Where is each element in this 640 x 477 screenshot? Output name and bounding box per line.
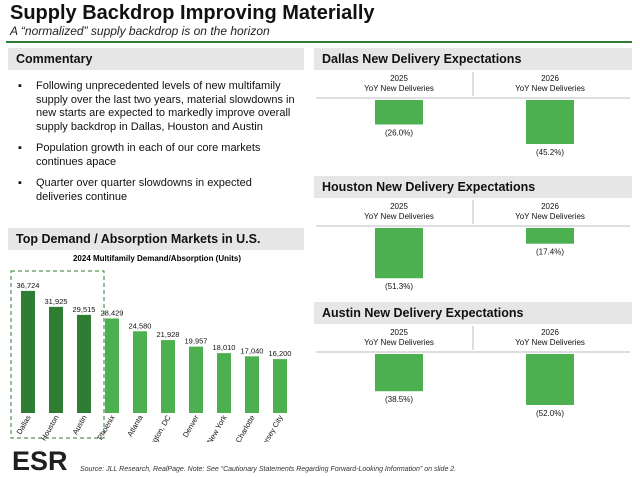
bar bbox=[245, 356, 259, 413]
category-label: Austin bbox=[71, 414, 89, 437]
bar-value-label: 36,724 bbox=[17, 281, 40, 290]
title-divider bbox=[6, 41, 632, 43]
dallas-heading: Dallas New Delivery Expectations bbox=[314, 48, 632, 70]
bar bbox=[77, 314, 91, 413]
bar bbox=[526, 354, 574, 405]
commentary-bullet: Quarter over quarter slowdowns in expect… bbox=[18, 177, 300, 204]
houston-heading: Houston New Delivery Expectations bbox=[314, 176, 632, 198]
commentary-bullet: Population growth in each of our core ma… bbox=[18, 142, 300, 169]
year-label: 2025 bbox=[390, 202, 408, 211]
category-label: Phoenix bbox=[95, 413, 116, 441]
metric-label: YoY New Deliveries bbox=[364, 212, 434, 221]
bar bbox=[49, 306, 63, 413]
metric-label: YoY New Deliveries bbox=[364, 84, 434, 93]
bar bbox=[217, 353, 231, 413]
bar bbox=[21, 290, 35, 413]
commentary-heading: Commentary bbox=[8, 48, 304, 70]
bar-value-label: (45.2%) bbox=[536, 148, 564, 157]
year-label: 2026 bbox=[541, 202, 559, 211]
bar bbox=[189, 346, 203, 413]
category-label: Houston bbox=[39, 414, 61, 443]
highlight-frame bbox=[10, 270, 105, 439]
bar-value-label: 24,580 bbox=[129, 321, 152, 330]
metric-label: YoY New Deliveries bbox=[515, 84, 585, 93]
bar-value-label: (17.4%) bbox=[536, 248, 564, 257]
bar-value-label: 17,040 bbox=[241, 346, 264, 355]
austin-panel: 2025 YoY New Deliveries (38.5%) 2026 YoY New… bbox=[314, 324, 632, 419]
commentary-list: Following unprecedented levels of new mu… bbox=[18, 80, 300, 212]
year-label: 2026 bbox=[541, 328, 559, 337]
bar bbox=[375, 228, 423, 279]
page-subtitle: A “normalized” supply backdrop is on the… bbox=[10, 24, 270, 38]
category-label: New York bbox=[205, 413, 229, 442]
source-note: Source: JLL Research, RealPage. Note: Se… bbox=[80, 466, 457, 473]
chart-title: 2024 Multifamily Demand/Absorption (Unit… bbox=[73, 254, 241, 263]
houston-panel: 2025 YoY New Deliveries (51.3%) 2026 YoY New… bbox=[314, 198, 632, 293]
bar-value-label: (52.0%) bbox=[536, 409, 564, 418]
commentary-bullet: Following unprecedented levels of new mu… bbox=[18, 80, 300, 134]
bar bbox=[526, 100, 574, 145]
category-label: Dallas bbox=[15, 413, 33, 436]
bar bbox=[133, 331, 147, 413]
metric-label: YoY New Deliveries bbox=[515, 338, 585, 347]
bar-value-label: 16,200 bbox=[269, 349, 292, 358]
bar bbox=[273, 359, 287, 413]
metric-label: YoY New Deliveries bbox=[515, 212, 585, 221]
bar-value-label: (26.0%) bbox=[385, 128, 413, 137]
year-label: 2026 bbox=[541, 74, 559, 83]
demand-heading: Top Demand / Absorption Markets in U.S. bbox=[8, 228, 304, 250]
category-label: Charlotte bbox=[234, 414, 257, 443]
bar bbox=[375, 354, 423, 392]
metric-label: YoY New Deliveries bbox=[364, 338, 434, 347]
bar-value-label: (51.3%) bbox=[385, 282, 413, 291]
bar-value-label: 28,429 bbox=[101, 308, 124, 317]
year-label: 2025 bbox=[390, 328, 408, 337]
bar-value-label: 18,010 bbox=[213, 343, 236, 352]
dallas-panel: 2025 YoY New Deliveries (26.0%) 2026 YoY New… bbox=[314, 70, 632, 165]
category-label: Atlanta bbox=[125, 413, 145, 438]
bar-value-label: (38.5%) bbox=[385, 395, 413, 404]
logo-text: ESR bbox=[12, 446, 68, 474]
bar bbox=[526, 228, 574, 244]
bar-value-label: 19,957 bbox=[185, 337, 208, 346]
bar-value-label: 21,928 bbox=[157, 330, 180, 339]
esr-logo: ESR bbox=[10, 446, 72, 474]
page-title: Supply Backdrop Improving Materially bbox=[10, 2, 375, 24]
category-label: Denver bbox=[181, 413, 201, 439]
demand-chart: 2024 Multifamily Demand/Absorption (Unit… bbox=[10, 254, 292, 443]
bar bbox=[105, 318, 119, 413]
austin-heading: Austin New Delivery Expectations bbox=[314, 302, 632, 324]
bar bbox=[375, 100, 423, 125]
bar-value-label: 29,515 bbox=[73, 305, 96, 314]
bar-value-label: 31,925 bbox=[45, 297, 68, 306]
year-label: 2025 bbox=[390, 74, 408, 83]
bar bbox=[161, 340, 175, 413]
